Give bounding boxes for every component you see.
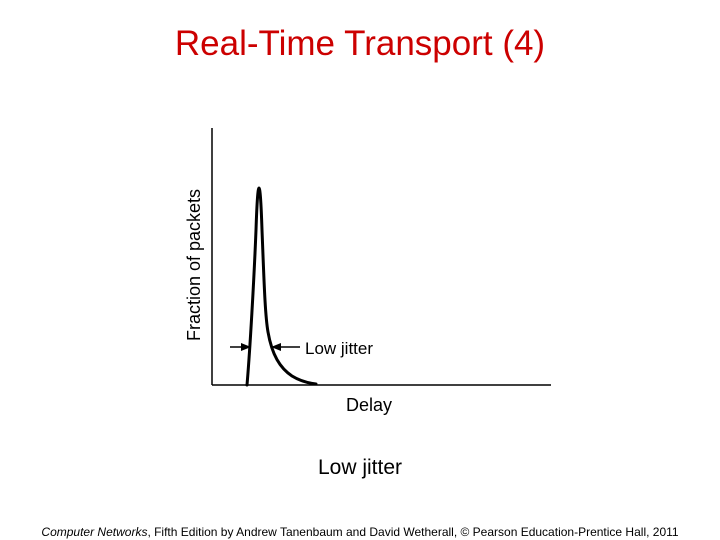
delay-distribution-curve (245, 186, 318, 387)
footer-book-title: Computer Networks (41, 525, 148, 539)
y-axis-label: Fraction of packets (184, 189, 204, 341)
footer-citation: Computer Networks, Fifth Edition by Andr… (0, 525, 720, 539)
jitter-diagram: Fraction of packets Delay Low jitter (184, 128, 551, 415)
figure-caption: Low jitter (317, 456, 403, 479)
jitter-annotation: Low jitter (305, 339, 373, 358)
footer-credit: , Fifth Edition by Andrew Tanenbaum and … (147, 525, 679, 539)
slide-title: Real-Time Transport (4) (174, 24, 546, 63)
x-axis-label: Delay (346, 395, 392, 415)
